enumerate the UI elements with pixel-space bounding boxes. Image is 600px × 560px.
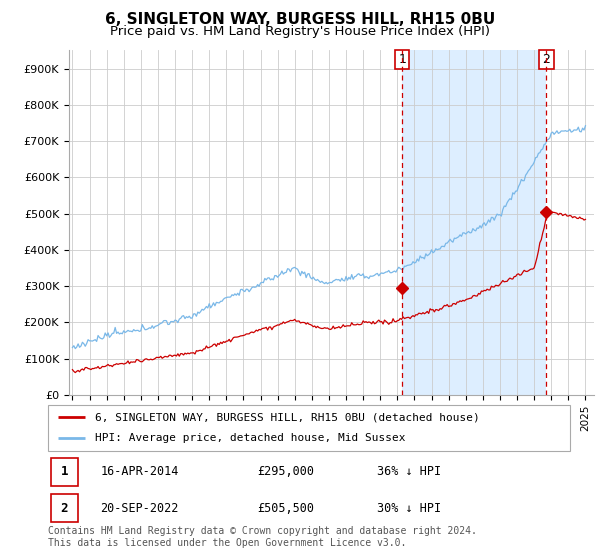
Text: 36% ↓ HPI: 36% ↓ HPI	[377, 465, 441, 478]
Text: 6, SINGLETON WAY, BURGESS HILL, RH15 0BU: 6, SINGLETON WAY, BURGESS HILL, RH15 0BU	[105, 12, 495, 27]
Text: 2: 2	[61, 502, 68, 515]
Text: HPI: Average price, detached house, Mid Sussex: HPI: Average price, detached house, Mid …	[95, 433, 406, 444]
Bar	[402, 50, 547, 395]
Text: 6, SINGLETON WAY, BURGESS HILL, RH15 0BU (detached house): 6, SINGLETON WAY, BURGESS HILL, RH15 0BU…	[95, 412, 480, 422]
Text: 2: 2	[542, 53, 550, 66]
FancyBboxPatch shape	[50, 494, 78, 522]
Text: £505,500: £505,500	[257, 502, 314, 515]
Text: £295,000: £295,000	[257, 465, 314, 478]
Text: Price paid vs. HM Land Registry's House Price Index (HPI): Price paid vs. HM Land Registry's House …	[110, 25, 490, 38]
Text: 20-SEP-2022: 20-SEP-2022	[100, 502, 179, 515]
Text: 1: 1	[398, 53, 406, 66]
Text: Contains HM Land Registry data © Crown copyright and database right 2024.
This d: Contains HM Land Registry data © Crown c…	[48, 526, 477, 548]
Text: 30% ↓ HPI: 30% ↓ HPI	[377, 502, 441, 515]
Text: 1: 1	[61, 465, 68, 478]
FancyBboxPatch shape	[50, 458, 78, 486]
Text: 16-APR-2014: 16-APR-2014	[100, 465, 179, 478]
